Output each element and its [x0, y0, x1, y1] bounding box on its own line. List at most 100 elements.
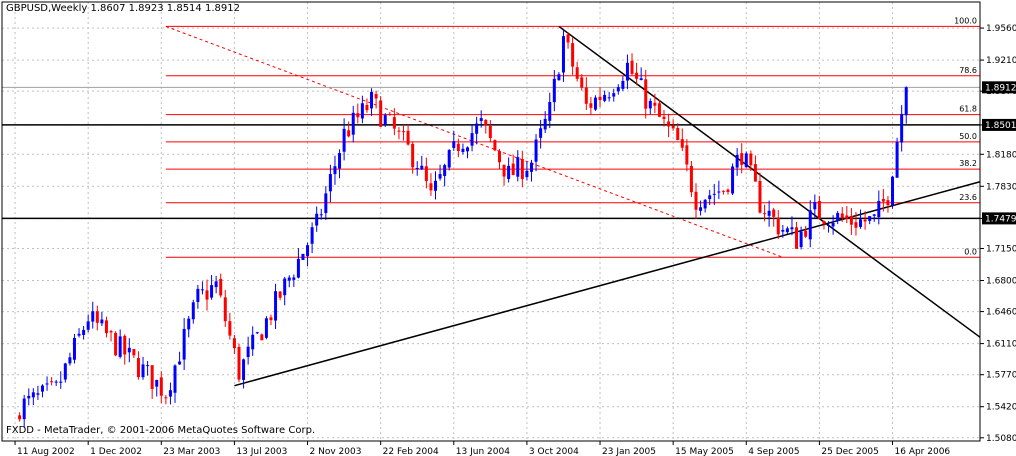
candle-body — [502, 164, 506, 177]
x-tick-label: 13 Jul 2003 — [236, 447, 287, 456]
candle-body — [831, 223, 835, 227]
price-badge-label: 1.7479 — [985, 214, 1016, 224]
candle-body — [863, 219, 867, 222]
candle-body — [868, 216, 872, 221]
candle-body — [104, 320, 108, 334]
candle-body — [420, 165, 424, 170]
candle-body — [374, 94, 378, 99]
candle-body — [237, 346, 241, 380]
candle-body — [287, 277, 291, 281]
x-tick-label: 11 Aug 2002 — [17, 447, 75, 456]
candle-body — [18, 415, 22, 420]
candle-body — [150, 365, 154, 389]
candle-body — [45, 383, 49, 385]
fibonacci-level-label: 38.2 — [959, 159, 977, 168]
y-tick-label: 1.7150 — [986, 244, 1016, 254]
candle-body — [63, 363, 67, 380]
candle-body — [845, 215, 849, 219]
candle-body — [452, 141, 456, 148]
candle-body — [488, 126, 492, 139]
candle-body — [379, 100, 383, 127]
x-tick-label: 15 May 2005 — [675, 447, 734, 456]
candle-body — [694, 191, 698, 210]
candle-body — [630, 60, 634, 74]
price-badge-label: 1.8501 — [985, 121, 1016, 131]
candle-body — [196, 288, 200, 302]
candle-body — [264, 318, 268, 338]
copyright-note: FXDD - MetaTrader, © 2001-2006 MetaQuote… — [6, 425, 316, 436]
y-tick-label: 1.6110 — [986, 340, 1016, 350]
candle-body — [689, 165, 693, 193]
candle-body — [735, 154, 739, 168]
candle-body — [849, 215, 853, 225]
candle-body — [246, 346, 250, 358]
candle-body — [886, 200, 890, 205]
candle-body — [168, 390, 172, 397]
candle-body — [767, 210, 771, 216]
candle-body — [744, 153, 748, 168]
candle-body — [342, 128, 346, 152]
candle-body — [671, 125, 675, 129]
candle-body — [635, 72, 639, 79]
candle-body — [881, 198, 885, 202]
candle-body — [676, 127, 680, 140]
candle-body — [653, 102, 657, 106]
y-tick-label: 1.9210 — [986, 56, 1016, 66]
candle-body — [269, 317, 273, 321]
candle-body — [146, 365, 150, 367]
candle-body — [40, 385, 44, 392]
candle-body — [27, 395, 31, 399]
candle-body — [877, 200, 881, 218]
candle-body — [525, 170, 529, 178]
candle-body — [648, 100, 652, 109]
candle-body — [392, 117, 396, 129]
price-badge — [982, 118, 1016, 131]
candle-body — [598, 96, 602, 101]
candle-body — [351, 112, 355, 135]
price-badge — [982, 81, 1016, 94]
candle-body — [891, 176, 895, 206]
y-tick-label: 1.6800 — [986, 276, 1016, 286]
candle-body — [580, 77, 584, 88]
candle-body — [822, 221, 826, 224]
candle-body — [470, 133, 474, 146]
candle-body — [159, 377, 163, 396]
candle-body — [191, 302, 195, 320]
candle-body — [616, 87, 620, 92]
candle-body — [365, 104, 369, 111]
candle-body — [493, 140, 497, 151]
candle-body — [543, 118, 547, 130]
candle-body — [763, 213, 767, 215]
candle-body — [859, 219, 863, 227]
candle-body — [731, 166, 735, 194]
candle-body — [214, 281, 218, 288]
candle-body — [406, 130, 410, 145]
candle-body — [388, 113, 392, 115]
candle-body — [411, 143, 415, 168]
candle-body — [703, 199, 707, 209]
candle-body — [429, 183, 433, 191]
candle-body — [529, 162, 533, 172]
candle-body — [511, 163, 515, 176]
y-tick-label: 1.8180 — [986, 150, 1016, 160]
candle-body — [534, 139, 538, 162]
candle-body — [795, 227, 799, 249]
candle-body — [552, 78, 556, 103]
candle-body — [840, 213, 844, 218]
candle-body — [900, 113, 904, 143]
candle-body — [808, 210, 812, 240]
candle-body — [296, 258, 300, 278]
candle-body — [301, 253, 305, 260]
candle-body — [383, 115, 387, 125]
chart-frame — [1, 1, 981, 442]
candle-body — [31, 392, 35, 398]
x-tick-label: 3 Oct 2004 — [529, 447, 579, 456]
candle-body — [813, 201, 817, 210]
horizontal-lines[interactable] — [2, 86, 980, 220]
price-badge-label: 1.8912 — [985, 83, 1016, 93]
candle-body — [173, 365, 177, 393]
candle-body — [516, 157, 520, 177]
candle-body — [283, 278, 287, 296]
candle-body — [114, 332, 118, 356]
